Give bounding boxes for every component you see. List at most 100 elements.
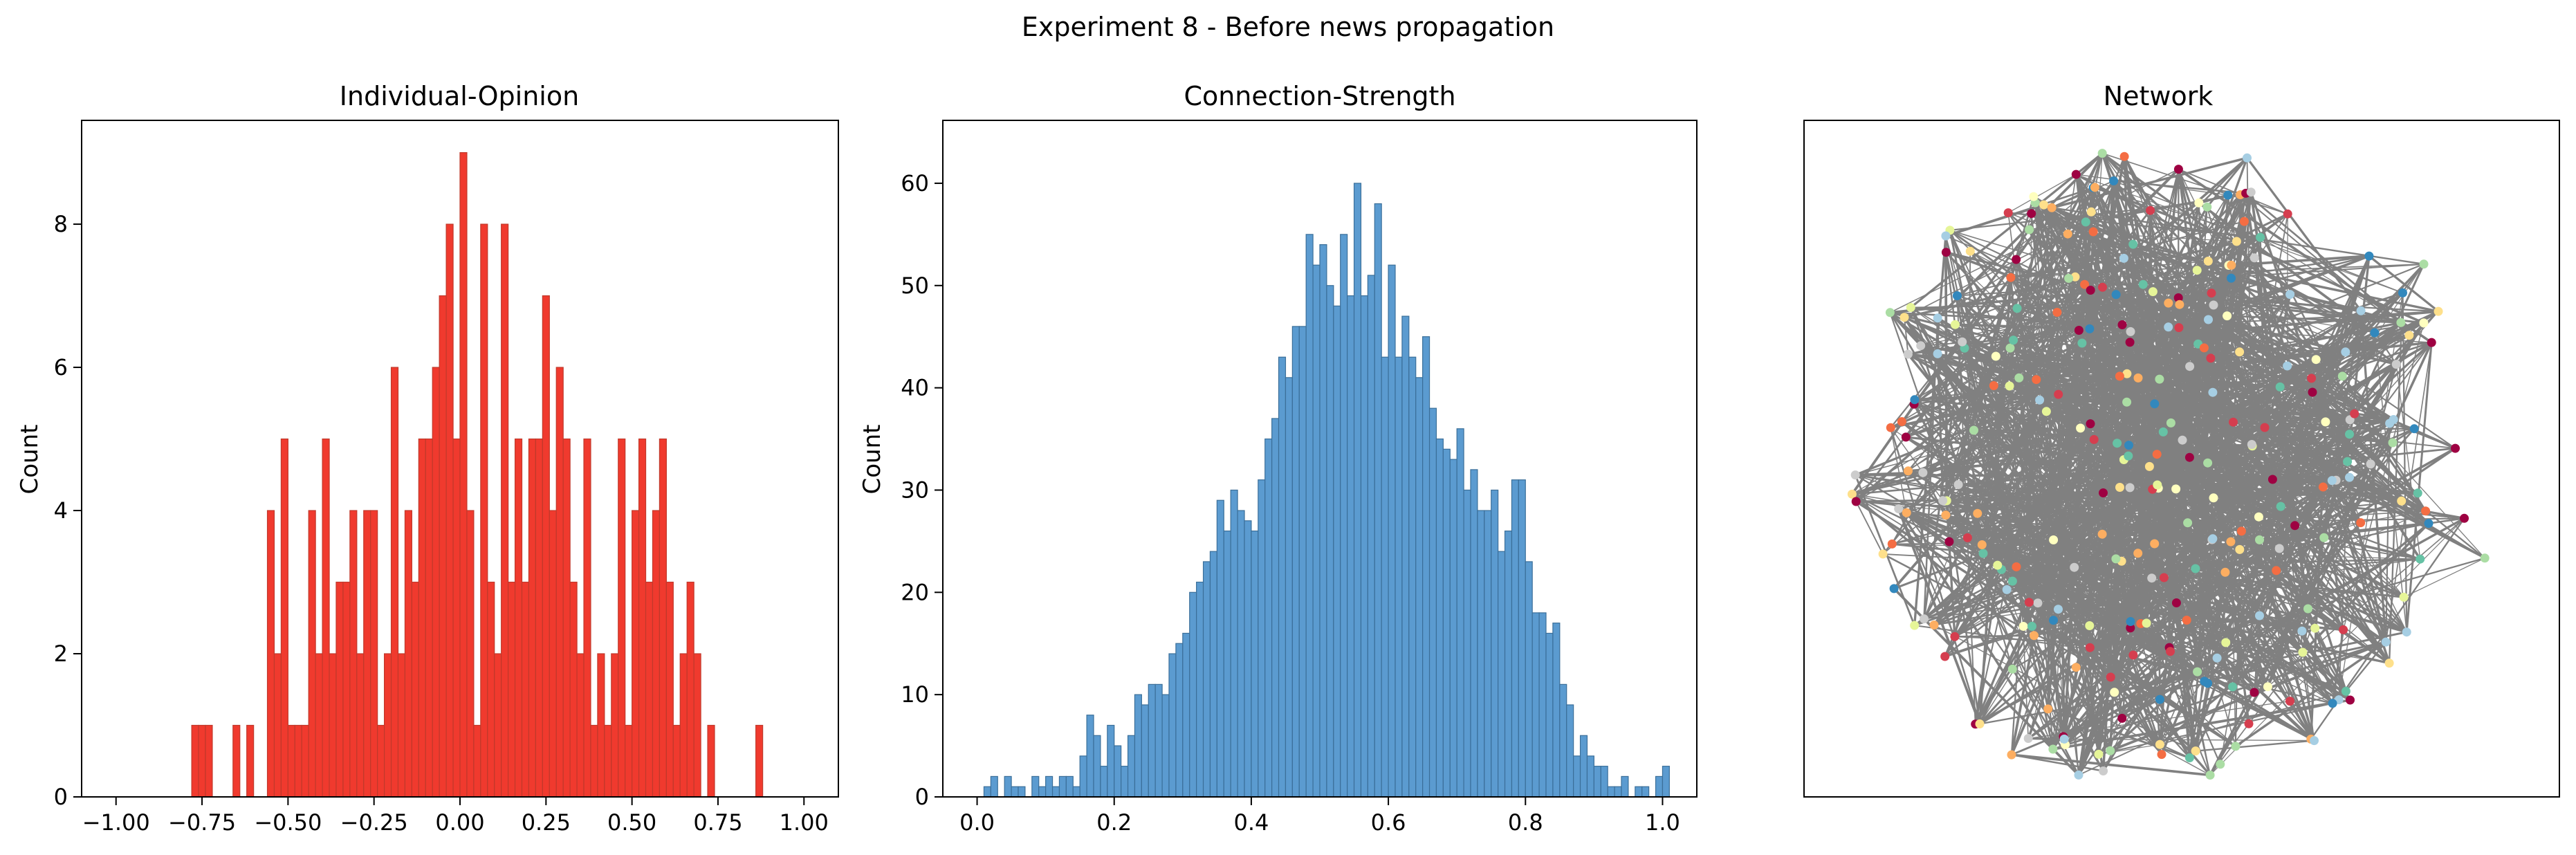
network-node bbox=[1847, 489, 1857, 499]
network-edge bbox=[1997, 484, 2158, 566]
network-node bbox=[2039, 200, 2049, 210]
network-node bbox=[1951, 320, 1960, 329]
network-node bbox=[2142, 618, 2151, 628]
network-node bbox=[2070, 562, 2079, 572]
network-node bbox=[2122, 369, 2132, 378]
histogram-bar bbox=[1141, 704, 1149, 798]
histogram-bar bbox=[1004, 775, 1012, 798]
histogram-bar bbox=[1072, 786, 1080, 798]
x-tick-label: 1.00 bbox=[780, 809, 829, 836]
opinion-axes-frame bbox=[81, 120, 839, 798]
network-node bbox=[2138, 279, 2148, 289]
network-node bbox=[2098, 282, 2107, 292]
histogram-bar bbox=[1175, 643, 1184, 798]
network-node bbox=[1962, 533, 1972, 542]
network-node bbox=[2203, 458, 2213, 468]
histogram-bar bbox=[990, 775, 998, 798]
network-node bbox=[2074, 326, 2083, 335]
network-edge bbox=[2015, 259, 2054, 750]
network-node bbox=[2236, 526, 2246, 536]
network-node bbox=[2250, 253, 2259, 263]
histogram-bar bbox=[1573, 755, 1581, 798]
histogram-bar bbox=[1353, 183, 1362, 798]
network-node bbox=[2399, 592, 2409, 602]
network-edge bbox=[2153, 543, 2165, 578]
network-node bbox=[2274, 544, 2284, 553]
network-node bbox=[2285, 697, 2294, 706]
network-node bbox=[2419, 259, 2429, 269]
network-edge bbox=[2368, 255, 2440, 313]
network-node bbox=[2166, 418, 2175, 428]
network-node bbox=[1929, 620, 1939, 629]
network-edge bbox=[1897, 508, 1956, 637]
histogram-bar bbox=[604, 724, 612, 798]
network-node bbox=[2081, 217, 2090, 227]
network-edge bbox=[2109, 181, 2115, 677]
network-node bbox=[2216, 760, 2225, 769]
network-node bbox=[2035, 395, 2045, 405]
network-node bbox=[2396, 318, 2406, 327]
network-node bbox=[2307, 374, 2317, 383]
network-node bbox=[2212, 653, 2222, 663]
histogram-bar bbox=[1038, 786, 1047, 798]
network-node bbox=[2012, 562, 2021, 571]
y-tick-label: 0 bbox=[54, 784, 68, 810]
network-node bbox=[2126, 617, 2135, 626]
network-edge bbox=[2178, 168, 2288, 215]
network-node bbox=[1958, 337, 1967, 347]
network-node bbox=[2089, 434, 2099, 444]
histogram-bar bbox=[1237, 510, 1245, 798]
network-edge bbox=[2128, 486, 2351, 701]
x-tick-label: 0.00 bbox=[435, 809, 484, 836]
network-node bbox=[2480, 553, 2490, 563]
histogram-bar bbox=[266, 510, 275, 798]
network-edge bbox=[2079, 311, 2439, 331]
network-node bbox=[2397, 496, 2407, 506]
histogram-bar bbox=[322, 438, 330, 798]
network-edge bbox=[1851, 493, 2123, 719]
histogram-bar bbox=[1367, 275, 1375, 798]
network-node bbox=[1903, 349, 1913, 359]
histogram-bar bbox=[1230, 489, 1238, 798]
network-node bbox=[1910, 395, 1920, 405]
network-node bbox=[1933, 349, 1942, 358]
figure-suptitle: Experiment 8 - Before news propagation bbox=[1022, 12, 1554, 42]
network-edge bbox=[1890, 277, 2232, 314]
network-node bbox=[1973, 508, 1982, 518]
network-edge bbox=[2076, 174, 2228, 196]
network-node bbox=[2366, 459, 2375, 469]
network-node bbox=[1850, 470, 1860, 480]
network-edge bbox=[2028, 213, 2032, 603]
network-node bbox=[2094, 749, 2104, 759]
network-node bbox=[2152, 450, 2162, 459]
histogram-bar bbox=[597, 653, 605, 798]
network-edge bbox=[2323, 479, 2337, 538]
network-node bbox=[2071, 663, 2081, 672]
opinion-title: Individual-Opinion bbox=[340, 81, 579, 111]
histogram-bar bbox=[1470, 469, 1478, 798]
network-node bbox=[2364, 251, 2374, 261]
network-title: Network bbox=[2104, 81, 2214, 111]
network-node bbox=[2243, 153, 2252, 163]
histogram-bar bbox=[1182, 632, 1190, 798]
network-node bbox=[2370, 328, 2380, 338]
network-node bbox=[1944, 537, 1954, 546]
network-edge bbox=[2101, 152, 2398, 365]
network-node bbox=[2171, 598, 2181, 607]
histogram-bar bbox=[1641, 786, 1650, 798]
network-node bbox=[1991, 351, 2000, 361]
histogram-bar bbox=[1018, 786, 1026, 798]
network-edge bbox=[2009, 348, 2030, 739]
network-node bbox=[2150, 399, 2160, 409]
histogram-bar bbox=[397, 653, 406, 798]
histogram-bar bbox=[535, 438, 543, 798]
network-edge bbox=[2158, 366, 2191, 745]
network-edge bbox=[2101, 152, 2288, 215]
network-node bbox=[2115, 371, 2124, 381]
histogram-bar bbox=[1196, 581, 1204, 798]
network-node bbox=[2327, 476, 2337, 486]
network-node bbox=[2310, 623, 2320, 633]
network-node bbox=[1906, 303, 1915, 312]
network-edge bbox=[2179, 304, 2303, 632]
histogram-bar bbox=[1477, 510, 1485, 798]
